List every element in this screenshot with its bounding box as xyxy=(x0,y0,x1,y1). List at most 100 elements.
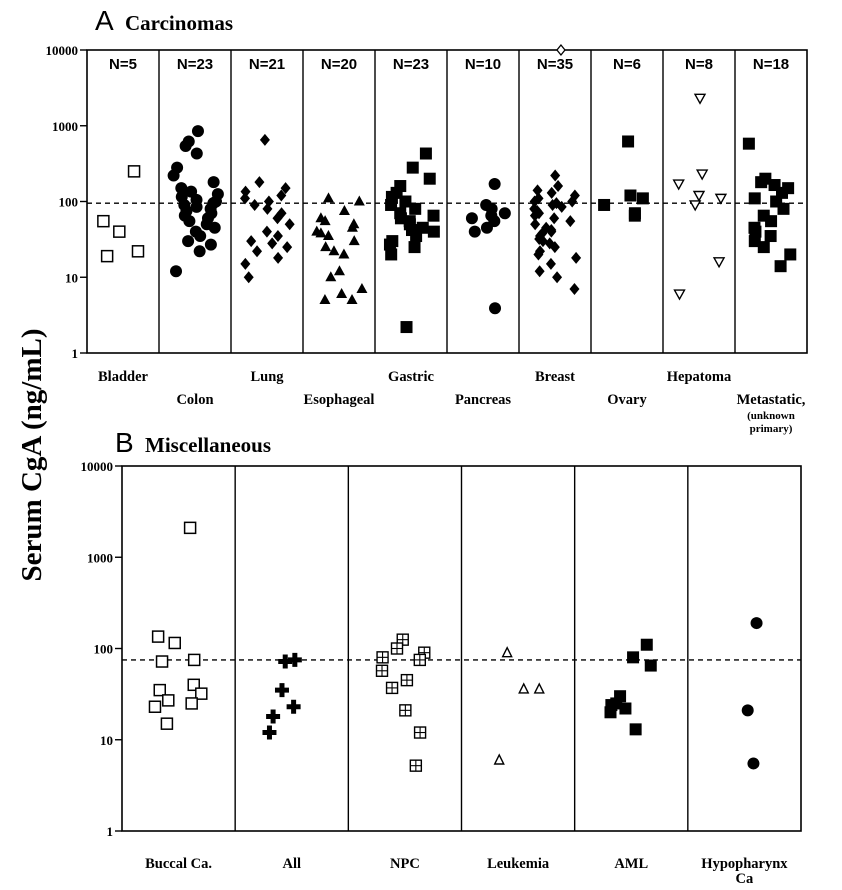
data-point xyxy=(287,652,302,667)
data-point xyxy=(160,717,174,730)
data-point xyxy=(533,248,544,261)
data-point xyxy=(549,212,560,225)
category-label-bladder: Bladder xyxy=(98,369,149,385)
y-tick-label: 1000 xyxy=(52,119,78,134)
n-label-colon: N=23 xyxy=(177,56,213,73)
data-point xyxy=(278,654,293,669)
data-point xyxy=(183,215,196,228)
data-point xyxy=(427,209,440,222)
y-tick-label: 1 xyxy=(72,346,79,361)
data-point xyxy=(346,221,358,232)
data-point xyxy=(408,241,421,254)
data-point xyxy=(208,221,221,234)
data-point xyxy=(170,265,183,278)
points-gastric xyxy=(383,147,440,334)
data-point xyxy=(273,251,284,264)
data-point xyxy=(419,147,432,160)
data-point xyxy=(322,230,334,241)
data-point xyxy=(406,161,419,174)
y-tick-label: 10 xyxy=(100,733,113,748)
category-label-leukemia: Leukemia xyxy=(487,856,550,872)
n-label-bladder: N=5 xyxy=(109,56,137,73)
data-point xyxy=(385,198,398,211)
data-point xyxy=(155,655,169,668)
data-point xyxy=(409,759,423,772)
data-point xyxy=(148,700,162,713)
data-point xyxy=(622,135,635,148)
data-point xyxy=(167,169,180,182)
points-esophageal xyxy=(311,192,368,305)
data-point xyxy=(400,321,413,334)
data-point xyxy=(409,202,422,215)
data-point xyxy=(636,192,649,205)
data-point xyxy=(175,182,188,195)
data-point xyxy=(348,235,360,246)
data-point xyxy=(272,230,283,243)
points-npc xyxy=(375,633,431,772)
data-point xyxy=(385,681,399,695)
y-tick-label: 10000 xyxy=(46,43,79,58)
data-point xyxy=(328,245,340,256)
points-lung xyxy=(240,133,295,284)
category-label-all: All xyxy=(282,856,301,872)
data-point xyxy=(204,238,217,251)
panel-a-carcinomas: A Carcinomas 10000 1000 100 10 1 N=5 Bladder N=23… xyxy=(46,5,808,435)
data-point xyxy=(375,664,389,677)
points-breast xyxy=(529,43,582,295)
data-point xyxy=(556,43,566,57)
panel-letter: B xyxy=(115,427,134,458)
points-metastatic xyxy=(742,137,797,273)
category-label-esophageal: Esophageal xyxy=(304,392,375,408)
data-point xyxy=(320,241,332,252)
data-point xyxy=(714,193,728,205)
data-point xyxy=(529,195,540,208)
y-tick-label: 100 xyxy=(59,195,79,210)
y-tick-label: 100 xyxy=(94,642,114,657)
data-point xyxy=(553,180,564,193)
n-label-hepatoma: N=8 xyxy=(685,56,713,73)
y-tick-label: 10000 xyxy=(81,459,114,474)
points-aml xyxy=(604,638,657,736)
data-point xyxy=(193,245,206,258)
data-point xyxy=(252,245,263,258)
data-point xyxy=(262,725,277,740)
data-point xyxy=(190,200,203,213)
data-point xyxy=(240,257,251,270)
data-point xyxy=(282,241,293,254)
y-tick-label: 1000 xyxy=(87,550,113,565)
data-point xyxy=(284,218,295,231)
data-point xyxy=(480,221,493,234)
data-point xyxy=(741,704,754,717)
n-label-breast: N=35 xyxy=(537,56,573,73)
data-point xyxy=(266,709,281,724)
category-label-gastric: Gastric xyxy=(388,369,434,385)
points-all xyxy=(262,652,302,740)
data-point xyxy=(338,204,350,215)
data-point xyxy=(323,192,335,203)
data-point xyxy=(712,257,726,269)
category-label-aml: AML xyxy=(614,856,648,872)
category-sublabel: (unknown xyxy=(747,410,795,422)
data-point xyxy=(468,225,481,238)
n-label-gastric: N=23 xyxy=(393,56,429,73)
data-point xyxy=(267,237,278,250)
data-point xyxy=(191,125,204,138)
data-point xyxy=(755,176,768,189)
points-pancreas xyxy=(465,178,511,315)
data-point xyxy=(624,189,637,202)
data-point xyxy=(423,172,436,185)
points-hepatoma xyxy=(672,93,728,301)
data-point xyxy=(261,225,272,238)
data-point xyxy=(240,192,251,205)
data-point xyxy=(488,178,501,191)
y-tick-label: 10 xyxy=(65,270,78,285)
data-point xyxy=(243,271,254,284)
data-point xyxy=(97,214,110,228)
y-tick-label: 1 xyxy=(107,824,114,839)
n-label-ovary: N=6 xyxy=(613,56,641,73)
category-label-npc: NPC xyxy=(390,856,420,872)
data-point xyxy=(183,521,197,535)
data-point xyxy=(673,289,686,301)
points-leukemia xyxy=(493,646,545,765)
data-point xyxy=(757,241,770,254)
